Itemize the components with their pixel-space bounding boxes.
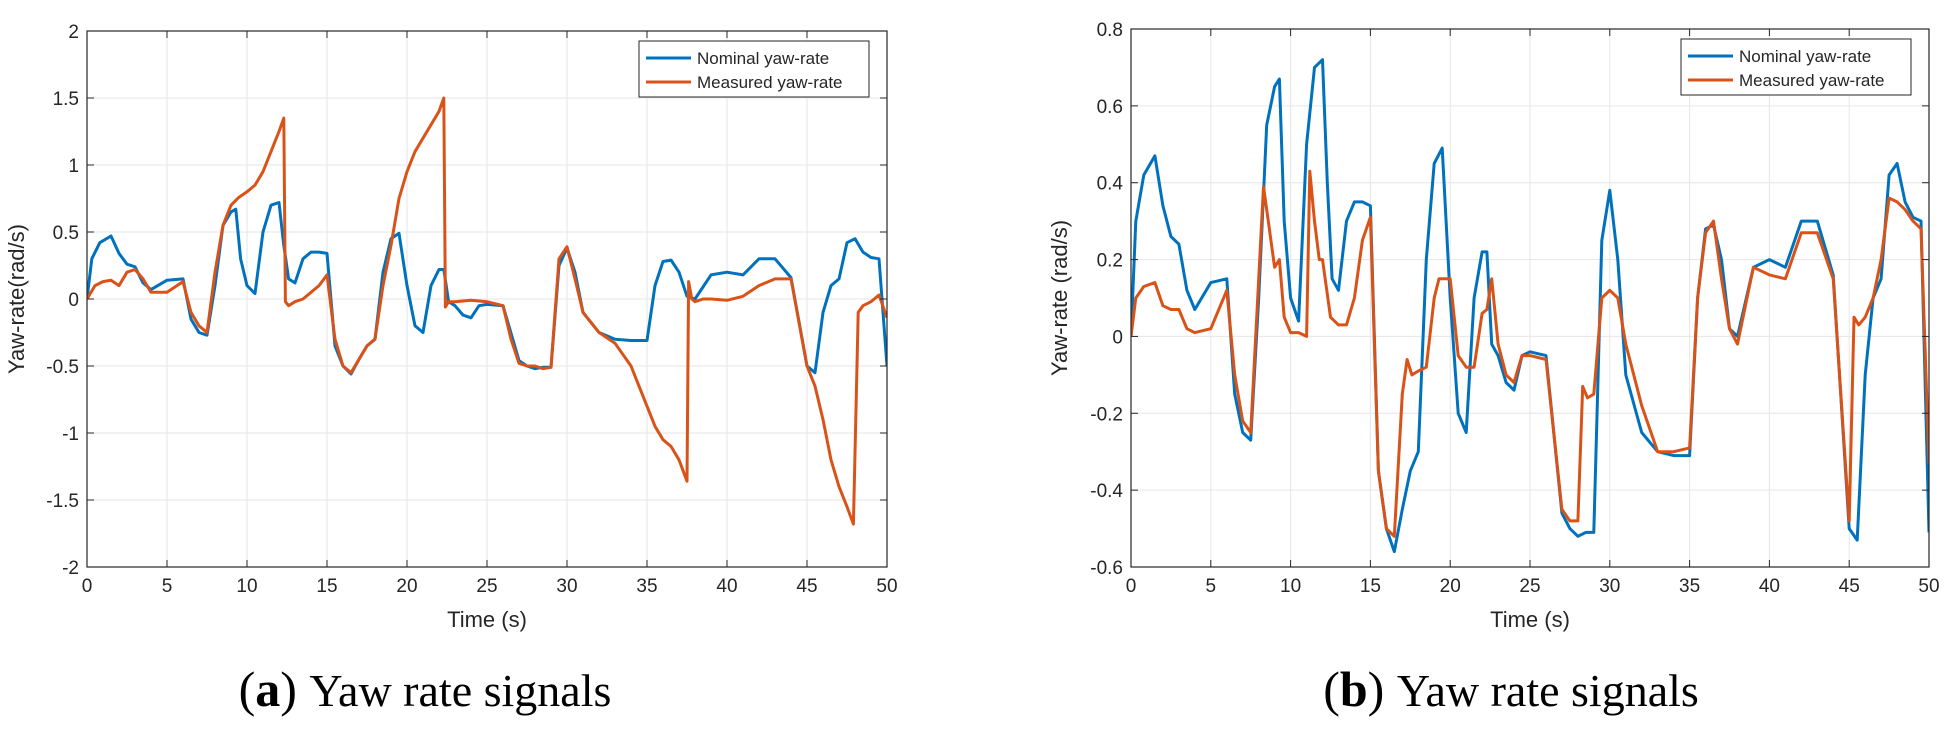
y-tick-label: -2: [62, 558, 79, 579]
y-tick-label: 0.6: [1097, 97, 1123, 118]
y-tick-label: 0.4: [1097, 174, 1124, 195]
y-tick-label: -0.4: [1090, 481, 1123, 502]
y-tick-label: 0.2: [1097, 251, 1123, 272]
legend-entry: Nominal yaw-rate: [697, 49, 829, 68]
x-tick-label: 35: [636, 576, 657, 597]
x-tick-label: 25: [476, 576, 497, 597]
x-tick-label: 30: [1599, 576, 1620, 597]
y-tick-label: -1.5: [46, 491, 79, 512]
series-line-measured: [1131, 169, 1929, 538]
x-tick-label: 40: [1759, 576, 1780, 597]
x-tick-label: 25: [1519, 576, 1540, 597]
y-axis-label: Yaw-rate(rad/s): [4, 224, 29, 374]
x-tick-label: 10: [1280, 576, 1301, 597]
caption: (b) Yaw rate signals: [1323, 661, 1699, 717]
y-tick-label: 1.5: [53, 89, 79, 110]
y-tick-label: 2: [68, 22, 79, 43]
y-tick-label: -1: [62, 424, 79, 445]
y-tick-label: -0.2: [1090, 404, 1123, 425]
series-line-measured: [87, 96, 887, 526]
x-tick-label: 35: [1679, 576, 1700, 597]
legend-box: [1680, 38, 1912, 96]
caption: (a) Yaw rate signals: [239, 661, 612, 717]
chart-a: 0 5 10 15 20 25 30 35 40 45 50 -2 -1.5 -1 -0.5 0 0.5 1 1.5…: [4, 22, 898, 717]
y-tick-label: -0.5: [46, 357, 79, 378]
x-tick-label: 50: [1918, 576, 1939, 597]
legend-entry: Measured yaw-rate: [697, 73, 843, 92]
chart-b: 0 5 10 15 20 25 30 35 40 45 50 -0.6 -0.4 -0.2 0 0.2 0.4 0…: [1047, 20, 1940, 717]
x-tick-label: 5: [1206, 576, 1217, 597]
y-tick-label: 0: [68, 290, 79, 311]
x-axis-label: Time (s): [447, 607, 527, 632]
x-tick-label: 45: [1839, 576, 1860, 597]
x-tick-label: 20: [396, 576, 417, 597]
legend-entry: Nominal yaw-rate: [1739, 47, 1871, 66]
x-tick-label: 50: [876, 576, 897, 597]
legend-box: [638, 40, 870, 98]
y-axis-label: Yaw-rate (rad/s): [1047, 220, 1072, 376]
y-tick-label: 1: [68, 156, 79, 177]
legend: Nominal yaw-rate Measured yaw-rate: [638, 40, 870, 98]
y-tick-label: 0.5: [53, 223, 79, 244]
x-tick-label: 10: [236, 576, 257, 597]
x-tick-label: 30: [556, 576, 577, 597]
x-tick-label: 15: [316, 576, 337, 597]
x-tick-label: 0: [82, 576, 93, 597]
x-tick-label: 45: [796, 576, 817, 597]
x-tick-label: 5: [162, 576, 173, 597]
y-tick-label: 0: [1112, 327, 1123, 348]
legend: Nominal yaw-rate Measured yaw-rate: [1680, 38, 1912, 96]
legend-entry: Measured yaw-rate: [1739, 71, 1885, 90]
x-tick-label: 0: [1126, 576, 1137, 597]
x-axis-label: Time (s): [1490, 607, 1570, 632]
y-tick-label: -0.6: [1090, 558, 1123, 579]
y-tick-label: 0.8: [1097, 20, 1123, 41]
series-line-nominal: [1131, 58, 1929, 554]
x-tick-label: 20: [1440, 576, 1461, 597]
x-tick-label: 40: [716, 576, 737, 597]
x-tick-label: 15: [1360, 576, 1381, 597]
